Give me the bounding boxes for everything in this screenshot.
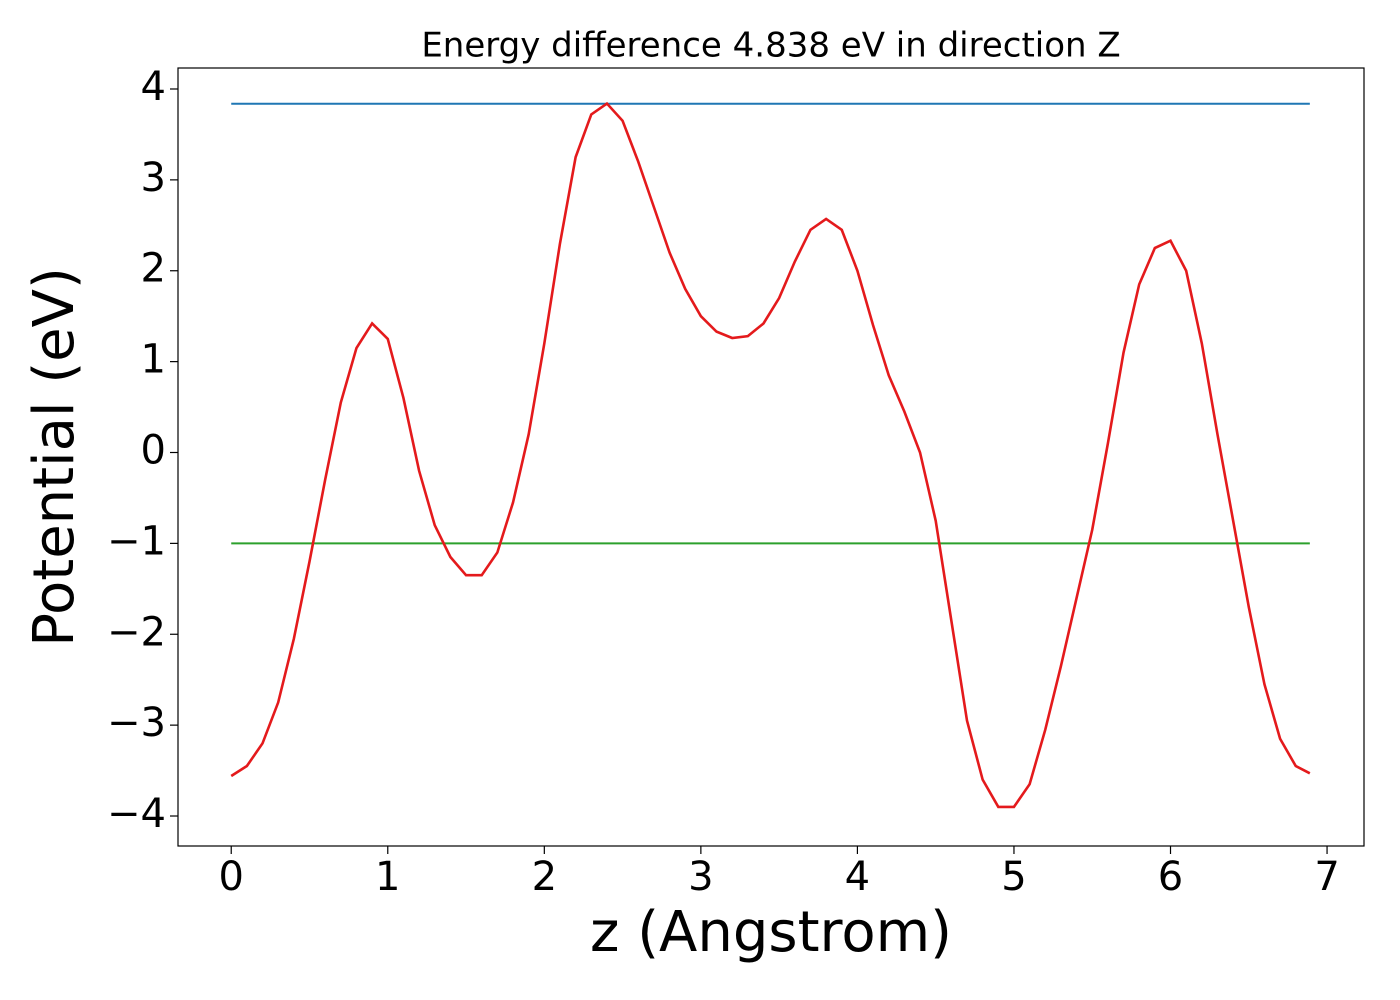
x-tick-label: 7	[1314, 854, 1339, 900]
y-tick-label: −1	[107, 518, 166, 564]
y-tick-label: 3	[141, 155, 166, 201]
y-tick-label: 0	[141, 428, 166, 474]
x-tick-label: 4	[845, 854, 870, 900]
chart-title: Energy difference 4.838 eV in direction …	[421, 26, 1120, 66]
y-axis-label: Potential (eV)	[22, 267, 87, 647]
x-tick-label: 5	[1001, 854, 1026, 900]
x-tick-label: 0	[218, 854, 243, 900]
series-line	[230, 101, 1311, 809]
y-tick-label: 1	[141, 337, 166, 383]
y-tick-label: 2	[141, 246, 166, 292]
y-tick-label: −4	[107, 791, 166, 837]
x-tick-label: 2	[532, 854, 557, 900]
x-axis-label: z (Angstrom)	[590, 900, 952, 965]
x-tick-label: 3	[688, 854, 713, 900]
y-tick-label: −3	[107, 700, 166, 746]
plot-frame	[177, 67, 1365, 847]
x-tick-label: 6	[1158, 854, 1183, 900]
y-tick-label: −2	[107, 609, 166, 655]
x-tick-label: 1	[375, 854, 400, 900]
y-tick-label: 4	[141, 64, 166, 110]
